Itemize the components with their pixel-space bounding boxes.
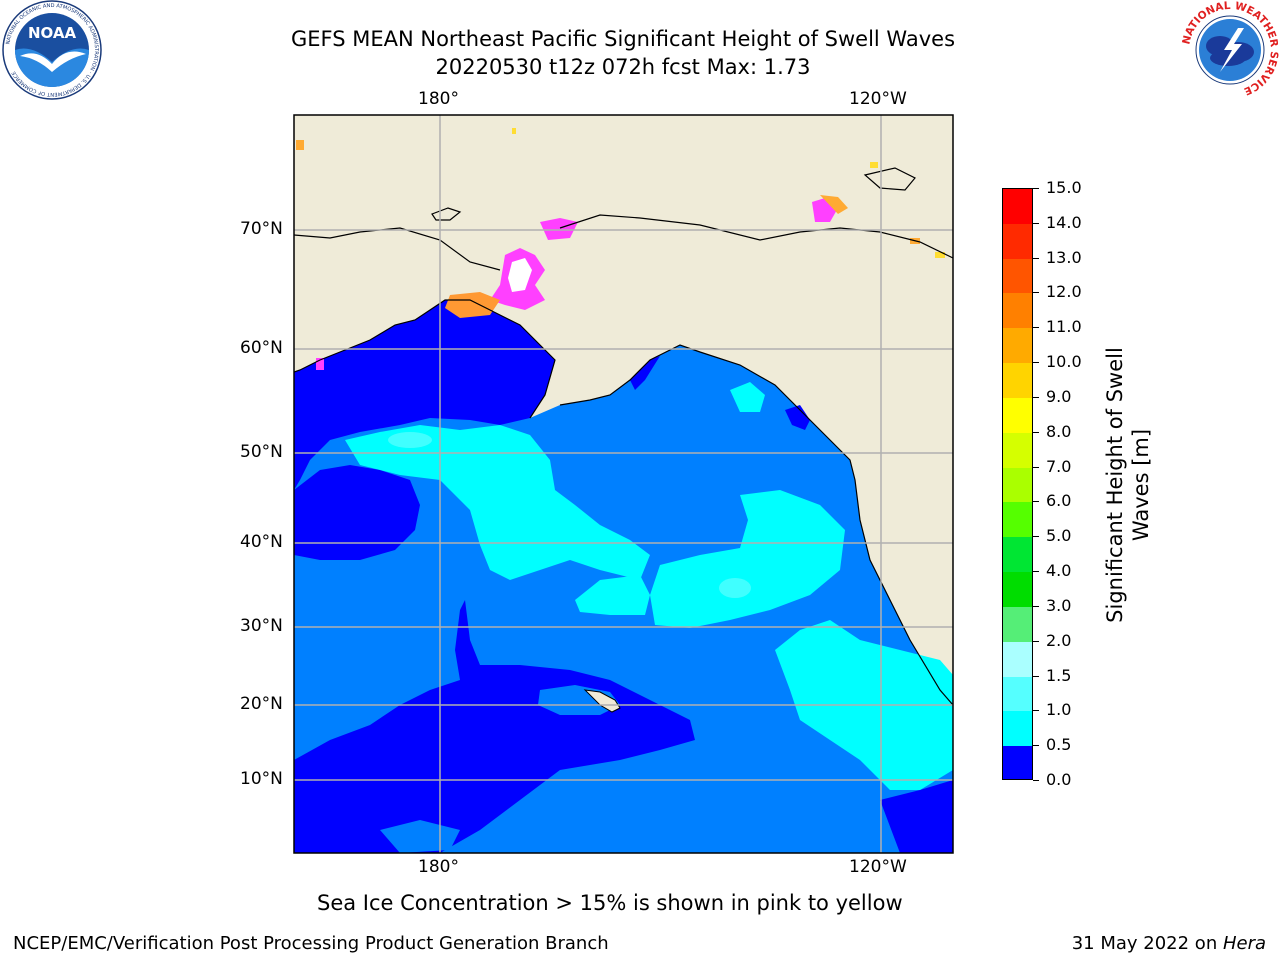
map-grid	[294, 115, 953, 853]
colorbar-segment	[1003, 572, 1032, 608]
colorbar-segment	[1003, 502, 1032, 539]
noaa-logo-text: NOAA	[28, 24, 77, 42]
map-border	[293, 114, 954, 854]
lon-label-top-120w: 120°W	[849, 89, 907, 109]
colorbar-tick-label: 1.5	[1032, 667, 1071, 684]
sea-ice-dot-6	[316, 358, 324, 370]
sea-ice-dot-3	[870, 162, 878, 168]
lon-label-bottom-120w: 120°W	[849, 857, 907, 877]
swell-1m-blob-south	[575, 575, 650, 615]
colorbar-tick-label: 12.0	[1033, 284, 1082, 300]
sea-ice-beaufort-orange	[820, 195, 848, 214]
sea-ice-chukchi	[540, 218, 578, 240]
colorbar-segment	[1003, 676, 1032, 713]
footer-branch: NCEP/EMC/Verification Post Processing Pr…	[13, 933, 609, 954]
colorbar-segment	[1003, 606, 1032, 643]
sea-ice-bering-orange	[445, 292, 500, 318]
colorbar-segment	[1003, 432, 1032, 469]
coastline-arctic	[294, 214, 953, 271]
lat-label-40n: 40°N	[240, 532, 283, 552]
colorbar-segment	[1003, 293, 1032, 330]
colorbar-tick-label: 14.0	[1033, 214, 1082, 231]
colorbar-segment	[1003, 537, 1032, 574]
lat-label-70n: 70°N	[240, 219, 283, 239]
lat-label-10n: 10°N	[240, 769, 283, 789]
colorbar-segment	[1003, 189, 1032, 225]
colorbar-tick-label: 2.0	[1032, 632, 1071, 649]
colorbar-tick-label: 10.0	[1033, 354, 1082, 370]
colorbar-tick-label: 3.0	[1032, 597, 1071, 614]
footer-date: 31 May 2022 on Hera	[1072, 933, 1266, 954]
sea-ice-dot-1	[296, 140, 304, 150]
colorbar-tick-label: 13.0	[1033, 249, 1082, 266]
swell-1-5m-core	[719, 578, 751, 598]
sea-ice-caption: Sea Ice Concentration > 15% is shown in …	[317, 891, 903, 915]
colorbar-segment	[1003, 328, 1032, 365]
lat-label-20n: 20°N	[240, 694, 283, 714]
colorbar-segment	[1003, 467, 1032, 504]
lon-label-top-180: 180°	[418, 89, 459, 109]
swell-1m-band-west	[345, 425, 650, 580]
colorbar-tick-label: 7.0	[1032, 458, 1071, 475]
lat-label-50n: 50°N	[240, 442, 283, 462]
nws-logo: NATIONAL WEATHER SERVICE	[1180, 0, 1280, 98]
plot-title: GEFS MEAN Northeast Pacific Significant …	[290, 27, 956, 51]
lat-label-30n: 30°N	[240, 616, 283, 636]
sea-ice-dot-2	[512, 128, 516, 134]
noaa-logo: NOAA NATIONAL OCEANIC AND ATMOSPHERIC AD…	[2, 0, 102, 100]
lat-label-60n: 60°N	[240, 338, 283, 358]
colorbar-tick-label: 4.0	[1032, 563, 1071, 579]
footer-date-text: 31 May 2022 on	[1071, 933, 1223, 954]
ocean-low-north	[294, 300, 555, 490]
colorbar-tick-label: 0.0	[1032, 772, 1071, 788]
colorbar-tick-label: 11.0	[1033, 319, 1082, 335]
colorbar-segment	[1003, 397, 1032, 434]
swell-1m-central-east	[650, 490, 845, 628]
island-wrangel	[431, 207, 462, 221]
colorbar-segment	[1003, 641, 1032, 678]
colorbar-segment	[1003, 711, 1032, 748]
colorbar-segment	[1003, 746, 1032, 779]
colorbar-tick-label: 8.0	[1032, 423, 1071, 440]
colorbar-segment	[1003, 223, 1032, 260]
colorbar-tick-label: 15.0	[1033, 180, 1082, 196]
ocean-low-bc	[785, 405, 810, 430]
plot-subtitle: 20220530 t12z 072h fcst Max: 1.73	[435, 55, 811, 79]
colorbar-title: Significant Height of Swell Waves [m]	[1103, 347, 1153, 623]
sea-ice-bering-inner	[508, 258, 532, 292]
colorbar-tick-label: 1.0	[1032, 702, 1071, 718]
ocean-low-southeast	[880, 780, 953, 853]
colorbar-segment	[1003, 258, 1032, 295]
ocean-low-south	[294, 600, 695, 853]
lon-label-bottom-180: 180°	[418, 857, 459, 877]
colorbar-tick-label: 9.0	[1032, 388, 1071, 405]
colorbar	[1002, 188, 1033, 780]
footer-host: Hera	[1222, 933, 1266, 954]
swell-1-5m-core-west	[388, 432, 432, 448]
colorbar-tick-label: 6.0	[1032, 493, 1071, 509]
swell-1m-alaska-patch	[730, 382, 765, 412]
ocean-low-west	[294, 465, 420, 560]
colorbar-segment	[1003, 363, 1032, 399]
ocean-low-gulf	[630, 356, 660, 390]
island-banks	[863, 167, 916, 191]
coastline	[294, 299, 953, 706]
sea-ice-dot-5	[935, 252, 945, 258]
land-alaska-siberia	[294, 115, 953, 705]
colorbar-tick-label: 0.5	[1032, 737, 1071, 753]
colorbar-tick-label: 5.0	[1032, 528, 1071, 544]
